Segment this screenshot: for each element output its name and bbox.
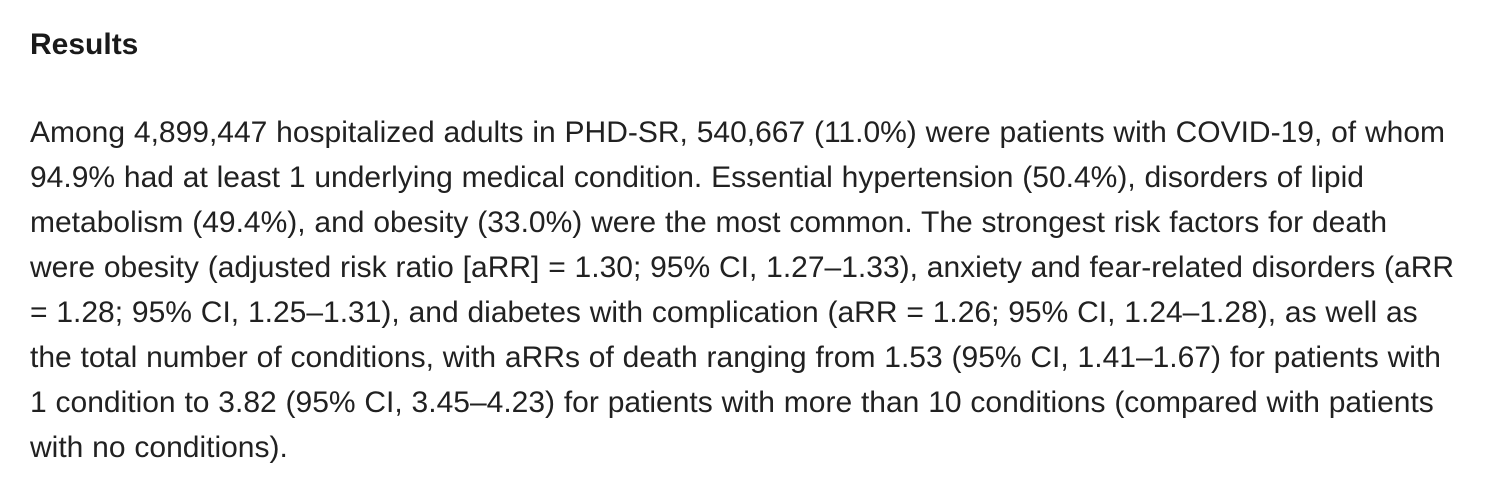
results-section: Results Among 4,899,447 hospitalized adu… (30, 28, 1455, 464)
results-paragraph: Among 4,899,447 hospitalized adults in P… (30, 116, 1455, 464)
results-heading: Results (30, 28, 139, 61)
